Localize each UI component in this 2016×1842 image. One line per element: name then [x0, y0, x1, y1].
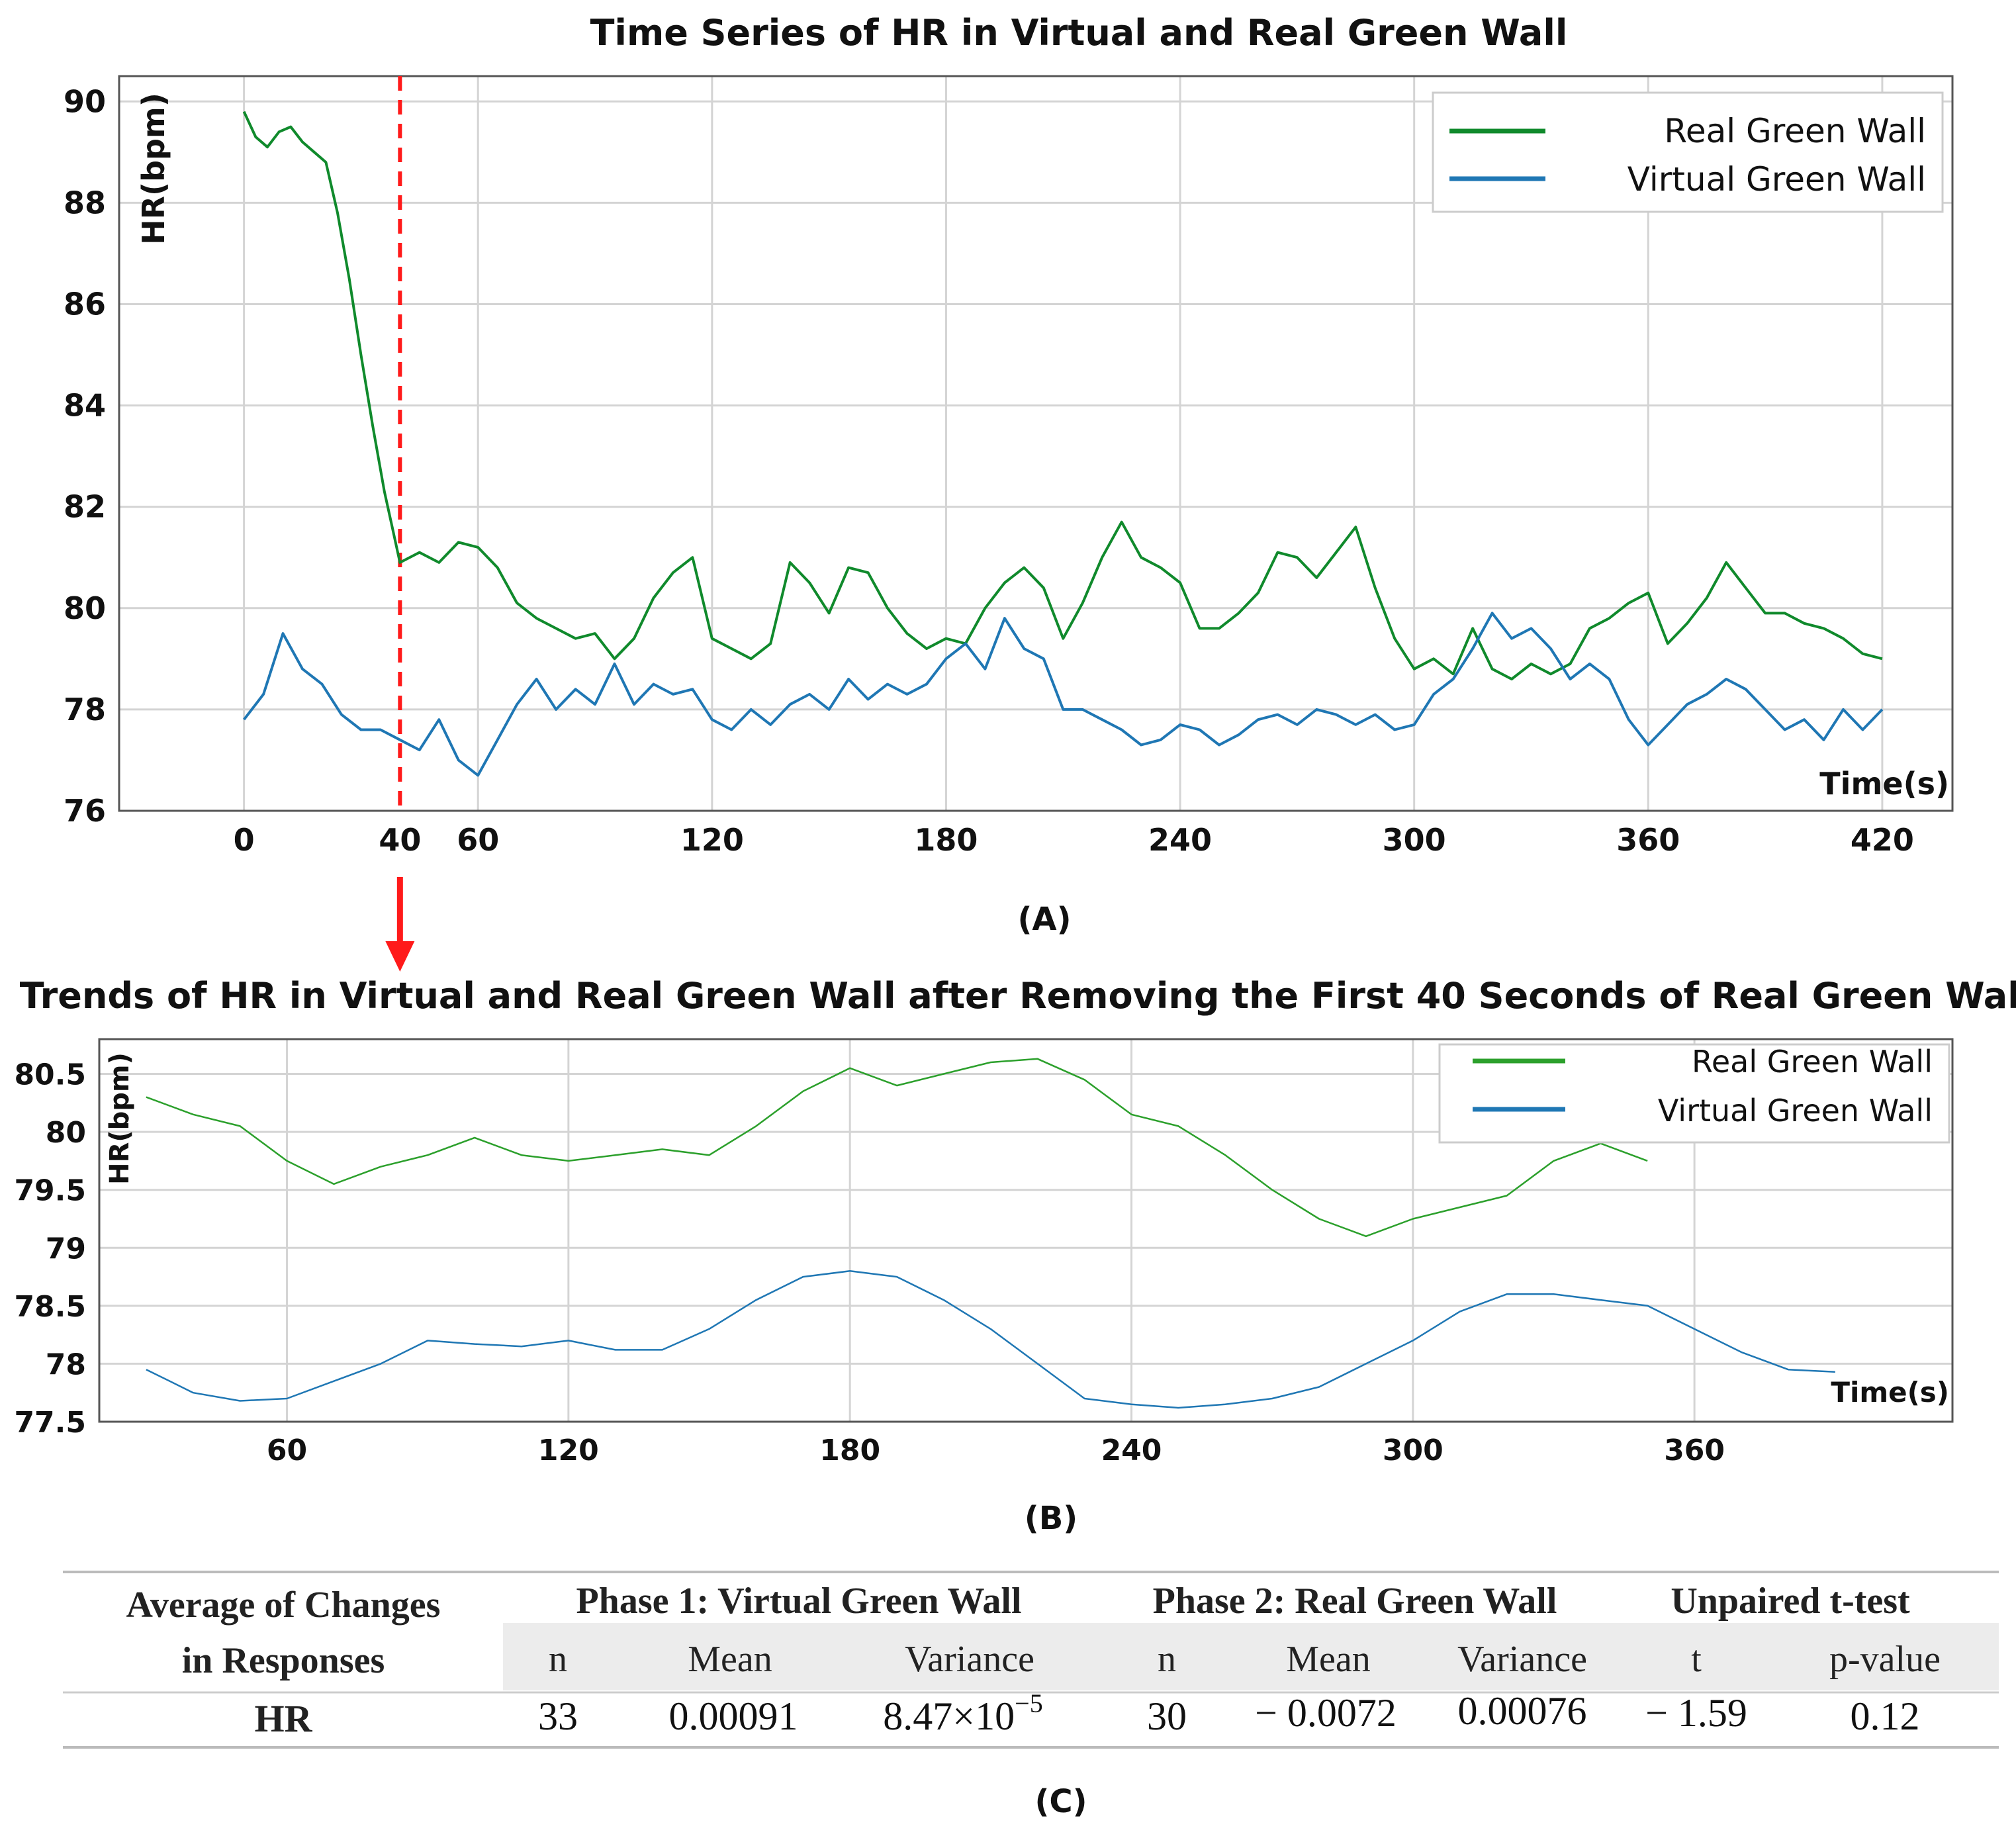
variance-base: 8.47×10 — [883, 1694, 1015, 1738]
y-tick-label: 82 — [64, 489, 106, 525]
subheader-p1-n: n — [549, 1639, 567, 1680]
panel-b-legend: Real Green Wall Virtual Green Wall — [1438, 1043, 1950, 1144]
y-tick-label: 79 — [46, 1232, 86, 1266]
legend-label-real: Real Green Wall — [1664, 112, 1926, 150]
panel-a-legend: Real Green Wall Virtual Green Wall — [1432, 91, 1944, 213]
marker-tick-label: 40 — [379, 822, 421, 858]
x-tick-label: 120 — [680, 822, 744, 858]
x-tick-label: 180 — [914, 822, 978, 858]
panel-b-y-ticks: 77.5 78 78.5 79 79.5 80 80.5 — [14, 1058, 86, 1440]
y-tick-label: 90 — [64, 83, 106, 119]
virtual-green-wall-line — [243, 612, 1884, 777]
x-tick-label: 180 — [819, 1434, 880, 1467]
y-tick-label: 84 — [64, 388, 106, 424]
group-header-ttest: Unpaired t-test — [1671, 1581, 1910, 1622]
x-tick-label: 60 — [457, 822, 499, 858]
subheader-p-value: p-value — [1829, 1639, 1941, 1680]
cell-p2-variance: 0.00076 — [1458, 1689, 1587, 1733]
panel-b-series — [146, 1058, 1835, 1409]
panel-a-40s-marker: 40 — [379, 76, 421, 858]
group-header-phase1: Phase 1: Virtual Green Wall — [576, 1581, 1021, 1622]
x-tick-label: 420 — [1851, 822, 1914, 858]
real-green-wall-line — [146, 1058, 1648, 1238]
panel-b-label: (B) — [1025, 1500, 1077, 1537]
y-tick-label: 86 — [64, 286, 106, 322]
legend-label-virtual: Virtual Green Wall — [1658, 1093, 1933, 1128]
row-label-hr: HR — [255, 1697, 313, 1740]
panel-a: Time Series of HR in Virtual and Real Gr… — [64, 12, 1954, 938]
subheader-p2-n: n — [1158, 1639, 1176, 1680]
cell-p2-n: 30 — [1147, 1694, 1187, 1738]
x-tick-label: 300 — [1383, 1434, 1443, 1467]
y-tick-label: 78 — [64, 692, 106, 727]
panel-b-x-ticks: 60 120 180 240 300 360 — [267, 1434, 1725, 1467]
variance-exponent: −5 — [1015, 1688, 1043, 1718]
x-tick-label: 300 — [1383, 822, 1446, 858]
panel-c-label: (C) — [1034, 1783, 1087, 1820]
cell-p1-mean: 0.00091 — [669, 1694, 798, 1738]
y-tick-label: 80.5 — [14, 1058, 86, 1092]
row-header-line1: Average of Changes — [126, 1585, 441, 1626]
y-tick-label: 77.5 — [14, 1406, 86, 1440]
subheader-p2-mean: Mean — [1286, 1639, 1371, 1680]
panel-a-series — [242, 111, 1884, 777]
group-header-phase2: Phase 2: Real Green Wall — [1153, 1581, 1557, 1622]
panel-a-label: (A) — [1017, 901, 1071, 938]
panel-a-title: Time Series of HR in Virtual and Real Gr… — [590, 12, 1568, 54]
y-tick-label: 76 — [64, 793, 106, 829]
cell-t: − 1.59 — [1645, 1691, 1747, 1735]
x-tick-label: 360 — [1616, 822, 1680, 858]
y-tick-label: 79.5 — [14, 1174, 86, 1208]
panel-a-plot-frame — [118, 75, 1954, 812]
x-tick-label: 240 — [1101, 1434, 1162, 1467]
legend-label-virtual: Virtual Green Wall — [1627, 160, 1926, 199]
cell-p2-mean: − 0.0072 — [1255, 1691, 1397, 1735]
arrow-head — [385, 941, 415, 972]
virtual-green-wall-line — [146, 1270, 1835, 1409]
panel-b-xlabel: Time(s) — [1831, 1376, 1949, 1408]
x-tick-label: 60 — [267, 1434, 307, 1467]
panel-b-title: Trends of HR in Virtual and Real Green W… — [20, 975, 2016, 1017]
y-tick-label: 80 — [64, 590, 106, 626]
legend-label-real: Real Green Wall — [1692, 1044, 1933, 1080]
x-tick-label: 0 — [234, 822, 255, 858]
panel-a-y-ticks: 76 78 80 82 84 86 88 90 — [64, 83, 106, 829]
subheader-p1-mean: Mean — [688, 1639, 772, 1680]
marker-arrow — [385, 877, 415, 972]
subheader-p2-variance: Variance — [1457, 1639, 1587, 1680]
panel-a-ylabel: HR(bpm) — [136, 93, 171, 245]
panel-c-table: Average of Changes in Responses Phase 1:… — [63, 1571, 1999, 1820]
panel-a-xlabel: Time(s) — [1819, 766, 1949, 802]
subheader-t: t — [1691, 1639, 1702, 1680]
y-tick-label: 88 — [64, 185, 106, 220]
real-green-wall-line — [242, 111, 1883, 680]
panel-b-ylabel: HR(bpm) — [105, 1052, 135, 1185]
panel-a-gridlines — [119, 76, 1952, 812]
panel-a-x-ticks: 0 60 120 180 240 300 360 420 — [234, 822, 1914, 858]
panel-b: Trends of HR in Virtual and Real Green W… — [14, 975, 2016, 1537]
y-tick-label: 78.5 — [14, 1290, 86, 1324]
panel-b-plot-frame — [98, 1038, 1954, 1423]
row-header-line2: in Responses — [182, 1640, 385, 1681]
cell-p1-n: 33 — [538, 1694, 578, 1738]
cell-p1-variance: 8.47×10−5 — [883, 1688, 1042, 1738]
x-tick-label: 360 — [1664, 1434, 1725, 1467]
legend-box — [1432, 91, 1944, 213]
x-tick-label: 120 — [538, 1434, 599, 1467]
y-tick-label: 80 — [46, 1116, 86, 1150]
subheader-p1-variance: Variance — [905, 1639, 1034, 1680]
x-tick-label: 240 — [1148, 822, 1212, 858]
y-tick-label: 78 — [46, 1348, 86, 1381]
cell-p-value: 0.12 — [1851, 1694, 1920, 1738]
table-subheader-shade — [503, 1623, 1999, 1690]
